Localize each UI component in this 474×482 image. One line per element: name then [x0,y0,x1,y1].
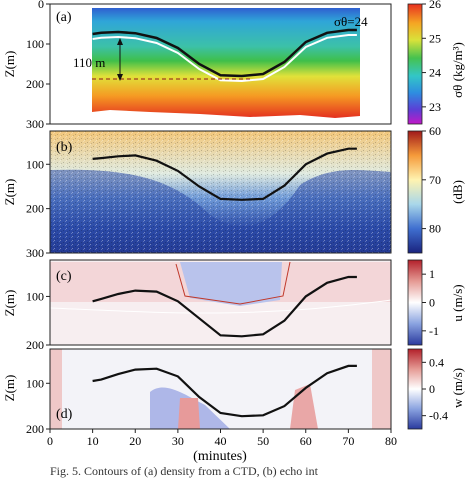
panel-a-label: (a) [56,10,72,25]
panel-d-red-edge-left [50,349,62,429]
panel-a-frame [49,3,392,125]
ytick-label: 100 [26,376,44,390]
panel-c-colorbar-ticks: -1 0 1 [422,267,439,338]
panel-c-yticks: 100 200 [26,289,50,352]
panel-c-frame [49,259,392,346]
panel-d-yticks: 100 200 [26,376,50,436]
ytick-label: 200 [26,422,44,436]
panel-a-depth-label: 110 m [73,55,105,70]
ytick-label: 0 [38,0,44,11]
xtick-label: 40 [215,434,227,448]
xtick-label: 30 [172,434,184,448]
colorbar-tick-label: 24 [429,66,441,80]
panel-d-overlay-line [92,364,357,418]
panel-c-white-contour [50,299,391,314]
ytick-label: 300 [26,246,44,260]
panel-a-colorbar [407,3,423,125]
colorbar-tick-label: -0.4 [429,409,448,423]
panel-c-colorbar [407,259,423,346]
colorbar-tick-label: 0.4 [429,355,444,369]
ytick-label: 200 [26,202,44,216]
xtick-label: 70 [342,434,354,448]
ytick-label: 300 [26,117,44,131]
panel-b-colorbar-ticks: 60 70 80 [422,124,441,236]
panel-b-echo-texture [50,131,391,253]
colorbar-tick-label: 80 [429,222,441,236]
colorbar-tick-label: 26 [429,0,441,11]
panel-a: (a) σθ=24 110 m Z(m) 0 100 200 300 23 24 25 26… [2,0,465,131]
xtick-label: 80 [385,434,397,448]
panel-a-yticks: 0 100 200 300 [26,0,50,131]
colorbar-tick-label: 70 [429,173,441,187]
panel-b-yticks: 100 200 300 [26,157,50,260]
xtick-label: 10 [87,434,99,448]
panel-d-colorbar [407,348,423,430]
colorbar-tick-label: -1 [429,324,439,338]
panel-d-ylabel: Z(m) [2,375,17,402]
panel-b-overlay-line [92,147,357,201]
panel-a-isopycnal-label: σθ=24 [334,14,368,29]
panel-d-xticks: 0 10 20 30 40 50 60 70 80 [47,429,397,448]
panel-c: (c) Z(m) 100 200 -1 0 1 u (m/s) [2,259,465,352]
ytick-label: 100 [26,289,44,303]
colorbar-tick-label: 1 [429,267,435,281]
panel-b-ylabel: Z(m) [2,179,17,206]
panel-c-red-contour [175,261,291,305]
panel-d-colorbar-label: w (m/s) [450,368,465,408]
colorbar-tick-label: 60 [429,124,441,138]
panel-c-ylabel: Z(m) [2,290,17,317]
panel-b: (b) Z(m) 100 200 300 60 70 80 (dB) [2,124,465,260]
ytick-label: 100 [26,37,44,51]
xtick-label: 60 [300,434,312,448]
ytick-label: 100 [26,157,44,171]
panel-a-colorbar-label: σθ (kg/m³) [450,42,465,98]
panel-b-label: (b) [56,140,73,155]
panel-a-arrow-head-bottom [117,74,123,81]
colorbar-tick-label: 25 [429,31,441,45]
panel-a-ylabel: Z(m) [2,51,17,78]
colorbar-tick-label: 0 [429,296,435,310]
panel-c-label: (c) [56,269,72,284]
panel-b-colorbar-label: (dB) [450,180,465,204]
panel-c-overlay-line [92,275,357,338]
xtick-label: 50 [257,434,269,448]
panel-d: (d) Z(m) 100 200 0 10 20 30 40 50 60 70 80 (minut… [2,348,465,464]
panel-c-colorbar-label: u (m/s) [450,284,465,321]
panel-d-red-patch-left [178,398,200,429]
panel-a-colorbar-ticks: 23 24 25 26 [422,0,441,114]
panel-d-colorbar-ticks: -0.4 0 0.4 [422,355,448,423]
panel-d-field [50,349,391,429]
panel-d-xlabel: (minutes) [193,449,247,464]
figure-caption: Fig. 5. Contours of (a) density from a C… [50,464,318,478]
panel-d-label: (d) [56,407,73,422]
panel-d-red-edge-right [372,349,391,429]
panel-a-white-isopycnal [92,34,357,83]
panel-b-colorbar [407,130,423,254]
panel-a-isopycnal-contour [92,28,357,78]
panel-c-blue-core [180,262,282,306]
colorbar-tick-label: 0 [429,382,435,396]
colorbar-tick-label: 23 [429,100,441,114]
panel-b-frame [49,130,392,254]
panel-a-density-field [92,8,360,118]
ytick-label: 200 [26,77,44,91]
xtick-label: 20 [129,434,141,448]
panel-a-arrow-head-top [117,38,123,45]
xtick-label: 0 [47,434,53,448]
ytick-label: 200 [26,338,44,352]
